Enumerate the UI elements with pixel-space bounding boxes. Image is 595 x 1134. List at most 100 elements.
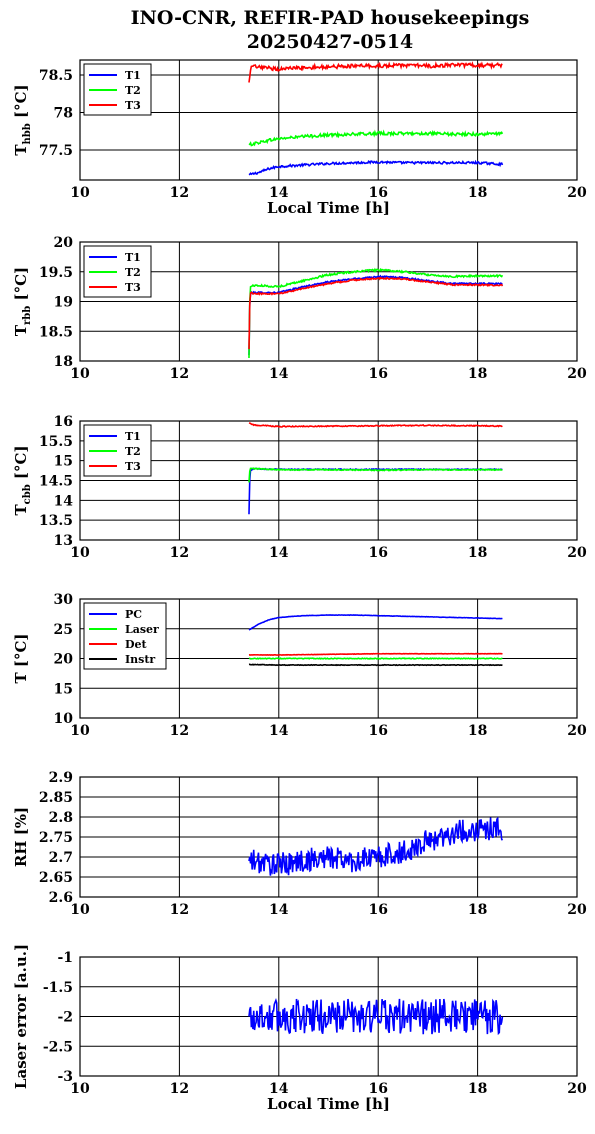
x-tick-label: 16 [368,185,387,201]
plot-frame [79,420,578,541]
x-tick-label: 14 [269,545,289,561]
y-tick-label: 15 [54,454,73,470]
legend-label: PC [125,608,142,621]
legend-label: T1 [125,69,141,82]
series-line-t3 [248,276,504,350]
y-tick-label: 20 [54,652,74,668]
x-axis-label: Local Time [h] [267,199,390,217]
chart-panel-1: 10 12 14 16 18 20 77.5 78 78.5 Local Time [h] Thbb… [12,59,587,217]
series-line-t1 [248,274,503,356]
y-tick-label: 2.7 [49,850,73,866]
series-line-t2 [248,467,503,483]
legend-label: T3 [125,281,141,294]
x-tick-label: 14 [269,366,289,382]
x-tick-label: 10 [70,366,90,382]
y-tick-label: 15 [54,681,73,697]
x-tick-label: 16 [368,545,387,561]
chart-panel-5: 10 12 14 16 18 20 2.6 2.65 2.7 2.75 2.8 2.85 2.9 RH [… [12,770,587,918]
y-axis-label: Trbb [°C] [12,267,33,336]
legend-label: Instr [125,653,155,666]
legend-label: T3 [125,99,141,112]
y-tick-label: 2.9 [49,770,73,786]
y-tick-label: 13 [54,533,73,549]
y-tick-label: 14 [54,493,74,509]
x-tick-label: 14 [269,723,289,739]
x-tick-label: 12 [170,545,189,561]
y-axis-label: Thbb [°C] [12,84,33,155]
plot-frame [79,59,578,181]
x-tick-label: 12 [170,723,189,739]
y-tick-label: 19 [54,295,73,311]
y-tick-label: 25 [54,622,73,638]
y-tick-label: 19.5 [39,265,73,281]
y-tick-label: -3 [57,1069,73,1085]
x-tick-label: 20 [567,545,587,561]
x-tick-label: 10 [70,185,90,201]
y-tick-label: 14.5 [39,474,73,490]
x-tick-label: 10 [70,902,90,918]
series-line-instr [248,663,503,667]
x-tick-label: 12 [170,902,189,918]
x-tick-label: 16 [368,902,387,918]
legend-label: T1 [125,251,141,264]
chart-panel-6: 10 12 14 16 18 20 -3 -2.5 -2 -1.5 -1 Local Time [h]… [12,944,587,1113]
x-tick-label: 18 [468,185,487,201]
y-tick-label: 18.5 [39,324,73,340]
x-tick-label: 10 [70,545,90,561]
legend-label: Laser [125,623,159,636]
plot-frame [79,598,578,719]
legend: T1 T2 T3 [83,245,152,298]
chart-title-line2: 20250427-0514 [247,31,414,53]
series-line-det [248,652,503,656]
y-tick-label: 16 [54,414,73,430]
x-tick-label: 18 [468,723,487,739]
x-tick-label: 14 [269,902,289,918]
series-line-t2 [248,129,504,147]
y-tick-label: -2.5 [43,1039,73,1055]
legend-label: Det [125,638,148,651]
y-axis-label: Laser error [a.u.] [12,944,30,1089]
y-tick-label: 10 [54,711,74,727]
x-tick-label: 18 [468,545,487,561]
x-tick-label: 16 [368,1081,387,1097]
x-tick-label: 20 [567,1081,587,1097]
x-tick-label: 10 [70,723,90,739]
x-tick-label: 20 [567,185,587,201]
y-axis-label: Tcbb [°C] [12,445,33,515]
panels: 10 12 14 16 18 20 77.5 78 78.5 Local Time [h] Thbb… [12,59,587,1113]
y-tick-label: 15.5 [39,434,73,450]
legend-label: T2 [125,84,141,97]
y-tick-label: 78 [54,106,73,122]
y-tick-label: 78.5 [39,68,73,84]
series-line-t3 [248,422,503,428]
legend-label: T3 [125,460,141,473]
y-axis-label: RH [%] [12,807,30,867]
x-tick-label: 20 [567,902,587,918]
legend-label: T2 [125,266,141,279]
legend: T1 T2 T3 [83,63,152,116]
plot-frame [79,776,578,898]
plot-frame [79,956,578,1077]
x-tick-label: 10 [70,1081,90,1097]
x-tick-label: 20 [567,366,587,382]
y-tick-label: -1 [57,950,73,966]
series-line-t1 [248,159,504,176]
chart-panel-4: 10 12 14 16 18 20 10 15 20 25 30 T [°C] PC Laser Det In… [12,592,587,739]
y-tick-label: 20 [54,235,74,251]
x-tick-label: 18 [468,1081,487,1097]
y-tick-label: 2.6 [49,890,73,906]
series-line-data [248,816,504,876]
y-tick-label: 13.5 [39,513,73,529]
series-line-data [248,997,504,1036]
x-tick-label: 18 [468,366,487,382]
x-tick-label: 12 [170,366,189,382]
series-line-t1 [248,467,503,515]
chart-title-line1: INO-CNR, REFIR-PAD housekeepings [131,7,530,29]
series-line-pc [248,614,503,631]
legend-label: T2 [125,445,141,458]
y-tick-label: 2.65 [39,870,73,886]
legend: PC Laser Det Instr [83,602,167,670]
y-tick-label: 2.85 [39,790,73,806]
y-tick-label: 2.75 [39,830,73,846]
legend: T1 T2 T3 [83,424,152,477]
